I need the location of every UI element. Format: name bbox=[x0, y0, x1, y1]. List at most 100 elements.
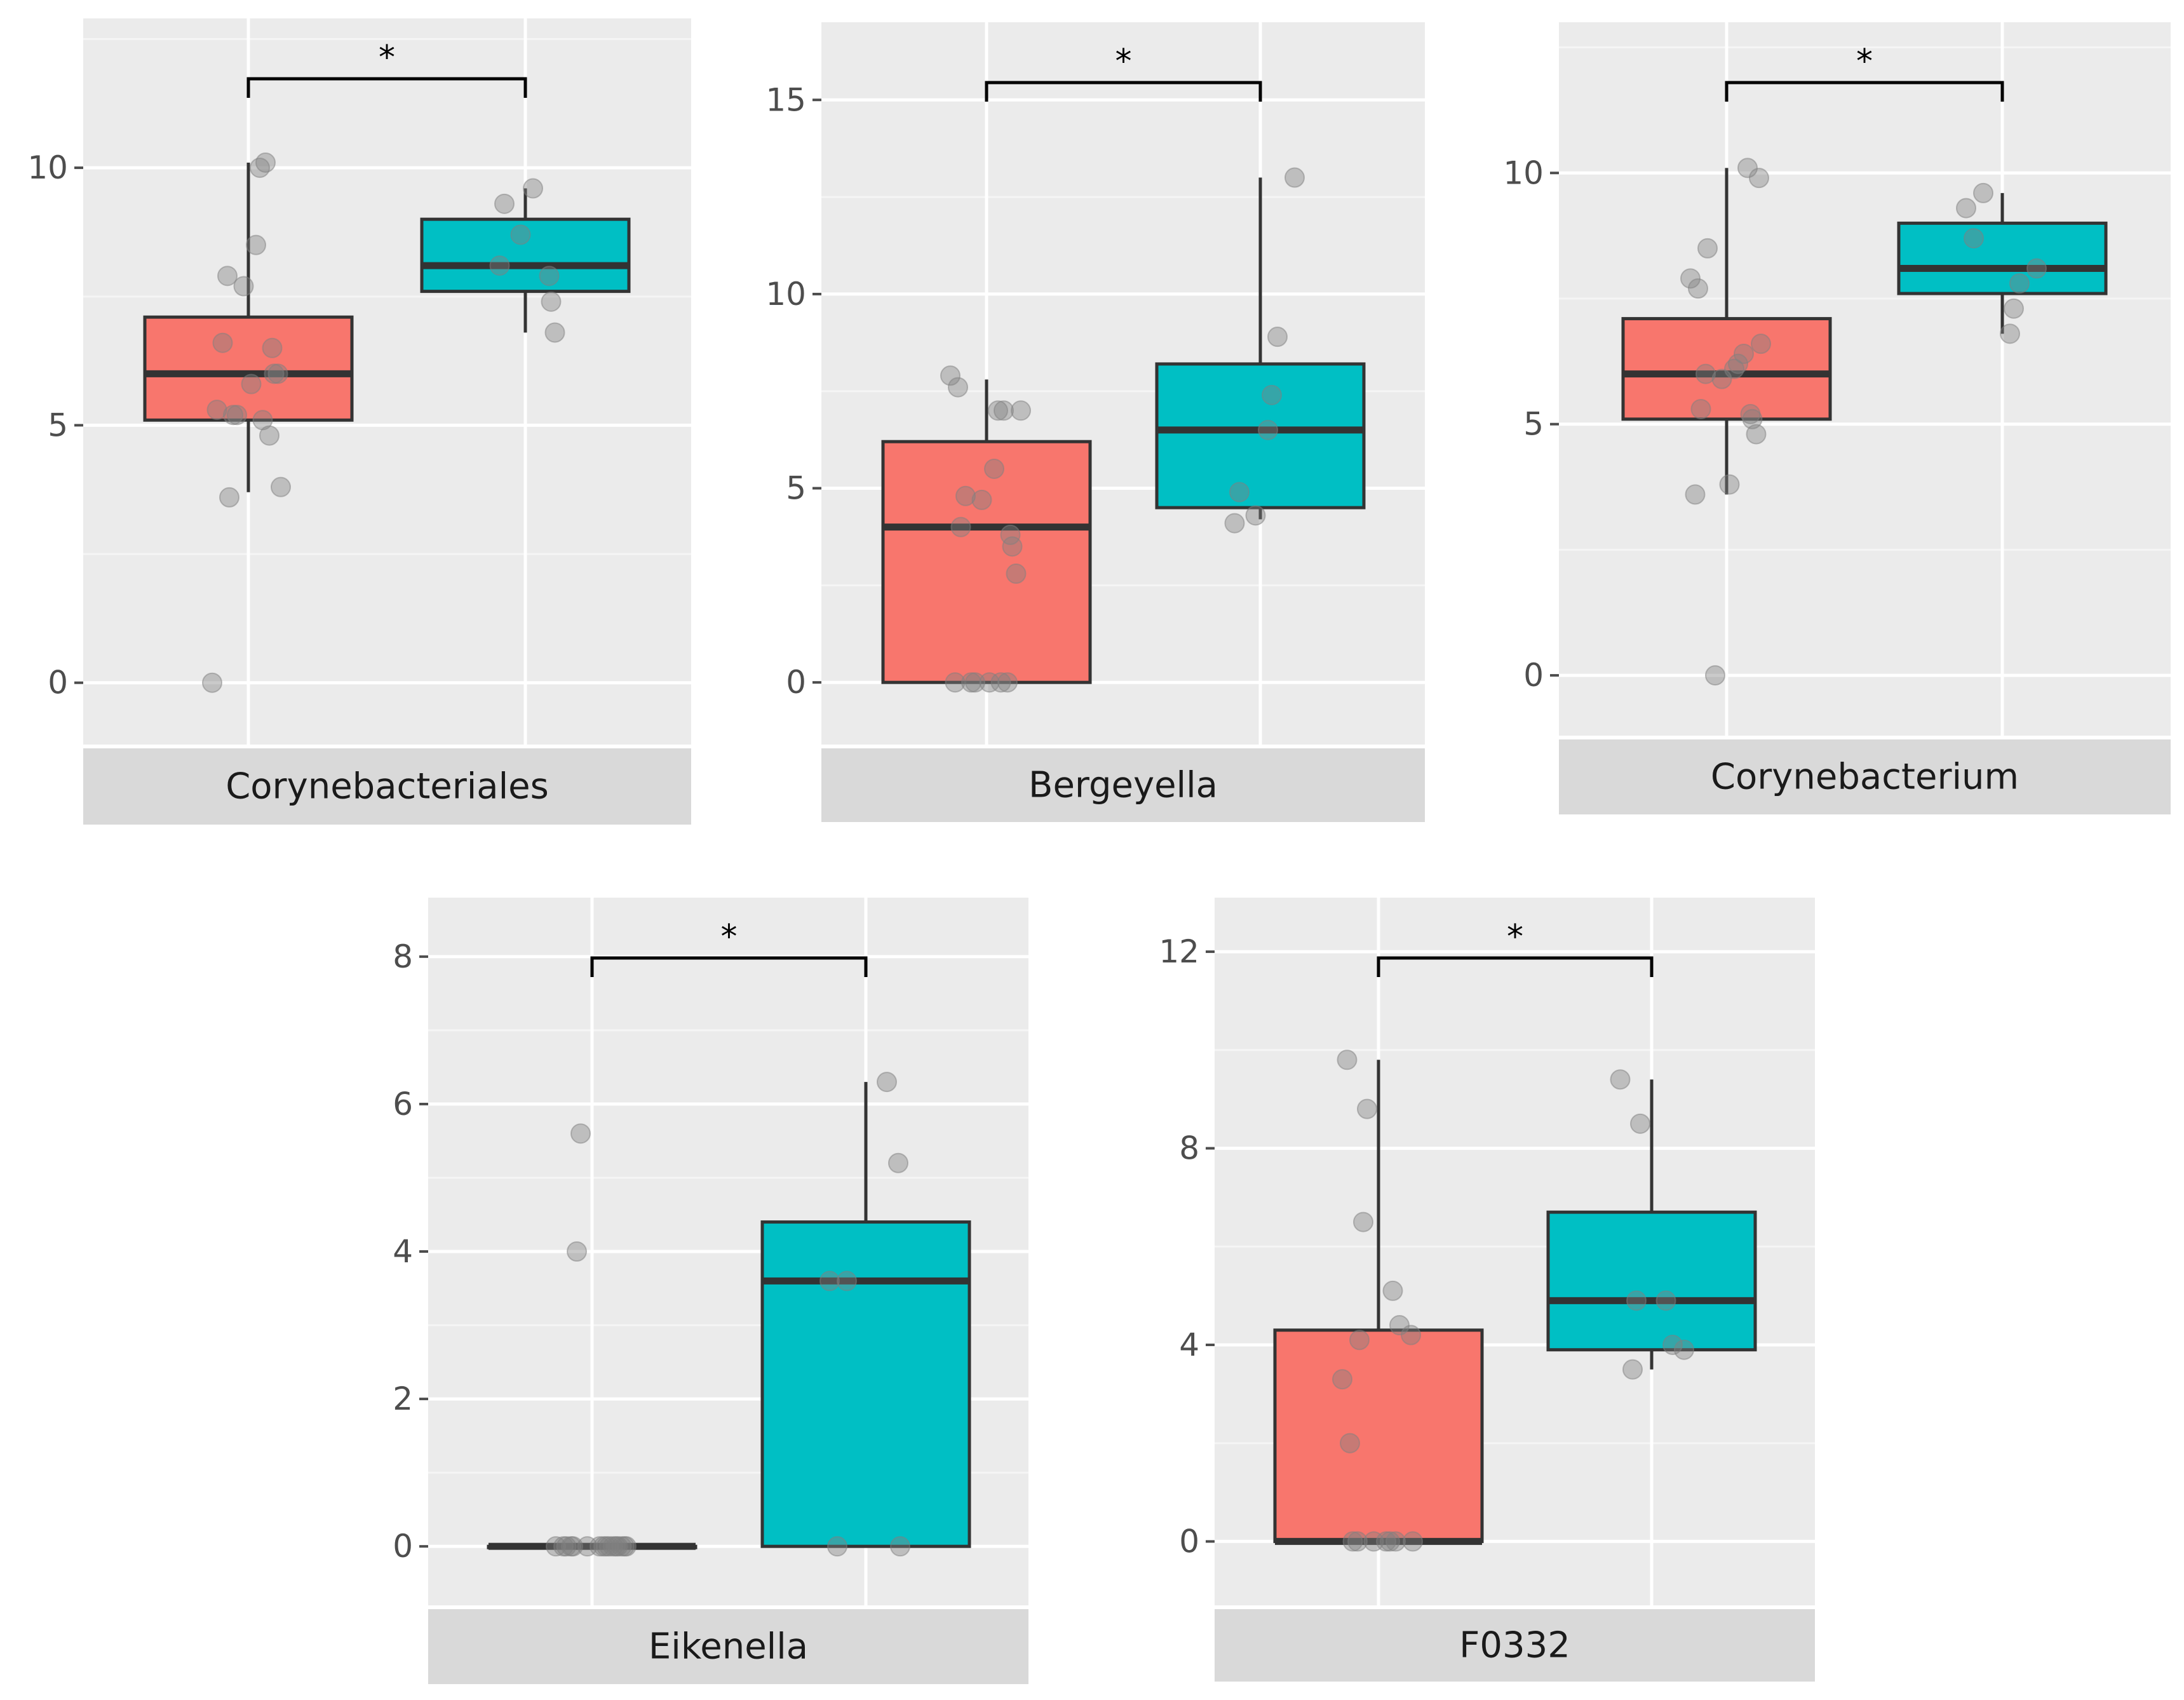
y-tick-label: 15 bbox=[765, 81, 806, 118]
data-point bbox=[262, 337, 283, 358]
data-point bbox=[544, 322, 565, 343]
data-point bbox=[246, 234, 266, 255]
data-point bbox=[1973, 182, 1993, 203]
y-tick-label: 5 bbox=[48, 407, 68, 443]
strip-background bbox=[1215, 1609, 1815, 1682]
y-tick-label: 0 bbox=[393, 1528, 413, 1565]
data-point bbox=[271, 476, 291, 497]
iqr-box bbox=[1546, 1210, 1757, 1352]
significance-label: * bbox=[1856, 43, 1873, 81]
data-point bbox=[563, 1536, 583, 1557]
data-point bbox=[1734, 343, 1754, 364]
y-tick-label: 6 bbox=[393, 1086, 413, 1123]
iqr-box bbox=[760, 1220, 971, 1548]
data-point bbox=[1751, 334, 1771, 354]
data-point bbox=[233, 276, 254, 297]
data-point bbox=[219, 487, 239, 508]
data-point bbox=[489, 255, 510, 276]
y-tick-label: 5 bbox=[1523, 406, 1544, 443]
data-point bbox=[1662, 1334, 1683, 1355]
data-point bbox=[1267, 327, 1288, 347]
box-group-1 bbox=[1621, 158, 1832, 686]
data-point bbox=[1385, 1531, 1406, 1552]
strip-background bbox=[428, 1609, 1028, 1684]
box-group-1 bbox=[1273, 1049, 1484, 1552]
panel-corynebacterium: 0 5 10 * Corynebacterium bbox=[1503, 22, 2171, 814]
data-point bbox=[1337, 1049, 1358, 1070]
significance-bracket bbox=[1377, 956, 1654, 977]
y-tick-label: 10 bbox=[765, 276, 806, 313]
strip-label: Corynebacteriales bbox=[226, 766, 549, 807]
data-point bbox=[1749, 168, 1769, 189]
data-point bbox=[252, 410, 273, 431]
data-point bbox=[1719, 474, 1740, 495]
data-point bbox=[940, 365, 961, 386]
strip-background bbox=[83, 748, 691, 825]
box-group-2 bbox=[760, 1072, 971, 1557]
data-point bbox=[614, 1536, 635, 1557]
data-point bbox=[1229, 482, 1250, 503]
y-tick-label: 10 bbox=[1503, 154, 1544, 191]
data-point bbox=[950, 516, 971, 537]
data-point bbox=[539, 266, 560, 287]
data-point bbox=[1685, 484, 1706, 505]
data-point bbox=[1737, 158, 1758, 179]
data-point bbox=[988, 400, 1008, 421]
data-point bbox=[984, 458, 1004, 479]
data-point bbox=[1697, 238, 1718, 259]
y-tick-label: 2 bbox=[393, 1380, 413, 1417]
box-group-2 bbox=[420, 178, 631, 343]
data-point bbox=[2000, 323, 2020, 344]
box-group-1 bbox=[881, 365, 1092, 693]
data-point bbox=[1349, 1330, 1370, 1351]
data-point bbox=[603, 1536, 623, 1557]
data-point bbox=[1690, 398, 1711, 419]
data-point bbox=[837, 1271, 857, 1292]
data-point bbox=[202, 672, 222, 693]
data-point bbox=[255, 152, 276, 173]
data-point bbox=[997, 672, 1018, 693]
significance-label: * bbox=[1116, 43, 1132, 81]
panel-eikenella: 0 2 4 6 8 * Eikenella bbox=[393, 898, 1028, 1684]
strip-background bbox=[1559, 739, 2171, 814]
y-tick-label: 10 bbox=[27, 149, 68, 186]
data-point bbox=[1680, 268, 1701, 289]
data-point bbox=[596, 1536, 617, 1557]
data-point bbox=[1011, 400, 1031, 421]
data-point bbox=[567, 1241, 587, 1262]
iqr-box bbox=[1621, 317, 1832, 421]
iqr-box bbox=[143, 315, 354, 422]
significance-label: * bbox=[721, 918, 738, 956]
significance-label: * bbox=[1507, 918, 1523, 956]
data-point bbox=[971, 489, 992, 510]
data-point bbox=[1382, 1280, 1403, 1301]
iqr-box bbox=[420, 217, 631, 293]
y-tick-label: 8 bbox=[393, 938, 413, 975]
data-point bbox=[955, 485, 976, 506]
y-tick-label: 0 bbox=[786, 664, 806, 701]
strip-background bbox=[821, 748, 1425, 822]
strip-label: Corynebacterium bbox=[1711, 757, 2019, 798]
data-point bbox=[2004, 298, 2024, 319]
data-point bbox=[494, 193, 515, 214]
data-point bbox=[965, 672, 985, 693]
data-point bbox=[264, 363, 285, 384]
data-point bbox=[1262, 384, 1282, 405]
data-point bbox=[1655, 1290, 1676, 1311]
box-group-1 bbox=[143, 152, 354, 693]
data-point bbox=[1610, 1069, 1631, 1090]
strip-label: F0332 bbox=[1459, 1625, 1570, 1666]
data-point bbox=[819, 1271, 840, 1292]
data-point bbox=[877, 1072, 897, 1093]
y-tick-label: 0 bbox=[1179, 1523, 1199, 1560]
data-point bbox=[1380, 1531, 1400, 1552]
y-tick-label: 4 bbox=[1179, 1326, 1199, 1363]
data-point bbox=[1403, 1531, 1423, 1552]
data-point bbox=[1630, 1113, 1650, 1134]
significance-bracket bbox=[246, 77, 527, 98]
box-group-2 bbox=[1897, 182, 2108, 344]
data-point bbox=[1347, 1531, 1368, 1552]
data-point bbox=[523, 178, 543, 199]
data-point bbox=[1340, 1433, 1360, 1454]
